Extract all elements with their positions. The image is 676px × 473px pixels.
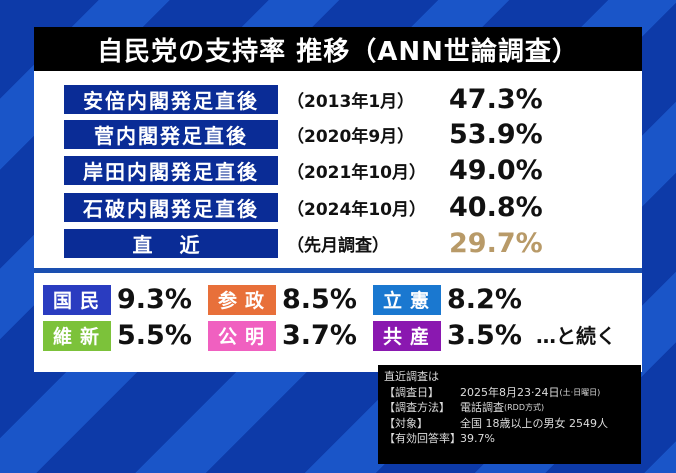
party-item: 立憲 8.2% (373, 284, 522, 315)
support-row: 安倍内閣発足直後 （2013年1月） 47.3% (63, 84, 543, 115)
support-value: 40.8% (449, 192, 543, 223)
party-badge: 参政 (208, 284, 276, 315)
date-key: 【調査日】 (384, 385, 439, 399)
response-value: 39.7% (460, 432, 495, 445)
party-item: 公明 3.7% (208, 320, 357, 351)
survey-info-box: 直近調査は 【調査日】 2025年8月23·24日 (土·日曜日) 【調査方法】 電話… (378, 365, 641, 464)
party-badge: 維新 (43, 320, 111, 351)
date-note: (土·日曜日) (559, 387, 601, 397)
period: （2013年1月） (287, 92, 415, 112)
period: （先月調査） (287, 236, 389, 256)
party-value: 9.3% (117, 284, 192, 315)
support-value: 47.3% (449, 84, 543, 115)
continued-note: …と続く (536, 324, 616, 348)
period: （2021年10月） (287, 163, 426, 183)
party-badge: 国民 (43, 284, 111, 315)
support-row-latest: 直 近 （先月調査） 29.7% (63, 228, 543, 259)
cabinet-label: 石破内閣発足直後 (63, 192, 279, 223)
method-note: (RDD方式) (504, 403, 545, 412)
response-key: 【有効回答率】 (384, 432, 461, 445)
target-value: 全国 18歳以上の男女 2549人 (460, 416, 608, 430)
method-key: 【調査方法】 (384, 401, 450, 414)
period: （2024年10月） (287, 200, 426, 220)
target-key: 【対象】 (384, 416, 428, 430)
period: （2020年9月） (287, 127, 415, 147)
support-row: 石破内閣発足直後 （2024年10月） 40.8% (63, 192, 543, 223)
support-row: 岸田内閣発足直後 （2021年10月） 49.0% (63, 155, 543, 186)
party-value: 3.7% (282, 320, 357, 351)
party-item: 参政 8.5% (208, 284, 357, 315)
page-title: 自民党の支持率 推移（ANN世論調査） (34, 27, 642, 71)
method-value: 電話調査 (460, 401, 504, 414)
support-value: 53.9% (449, 119, 543, 150)
cabinet-label: 岸田内閣発足直後 (63, 155, 279, 186)
cabinet-label: 安倍内閣発足直後 (63, 84, 279, 115)
party-item: 国民 9.3% (43, 284, 192, 315)
party-badge: 公明 (208, 320, 276, 351)
cabinet-label: 菅内閣発足直後 (63, 119, 279, 150)
party-badge: 共産 (373, 320, 441, 351)
party-item: 共産 3.5% (373, 320, 522, 351)
party-value: 3.5% (447, 320, 522, 351)
party-badge: 立憲 (373, 284, 441, 315)
party-value: 8.2% (447, 284, 522, 315)
party-item: 維新 5.5% (43, 320, 192, 351)
divider (34, 268, 642, 273)
survey-heading: 直近調査は (384, 370, 439, 383)
support-row: 菅内閣発足直後 （2020年9月） 53.9% (63, 119, 543, 150)
support-value-latest: 29.7% (449, 228, 543, 259)
party-support-panel (34, 273, 642, 372)
date-value: 2025年8月23·24日 (460, 385, 560, 399)
cabinet-label: 直 近 (63, 228, 279, 259)
support-value: 49.0% (449, 155, 543, 186)
party-value: 5.5% (117, 320, 192, 351)
party-value: 8.5% (282, 284, 357, 315)
